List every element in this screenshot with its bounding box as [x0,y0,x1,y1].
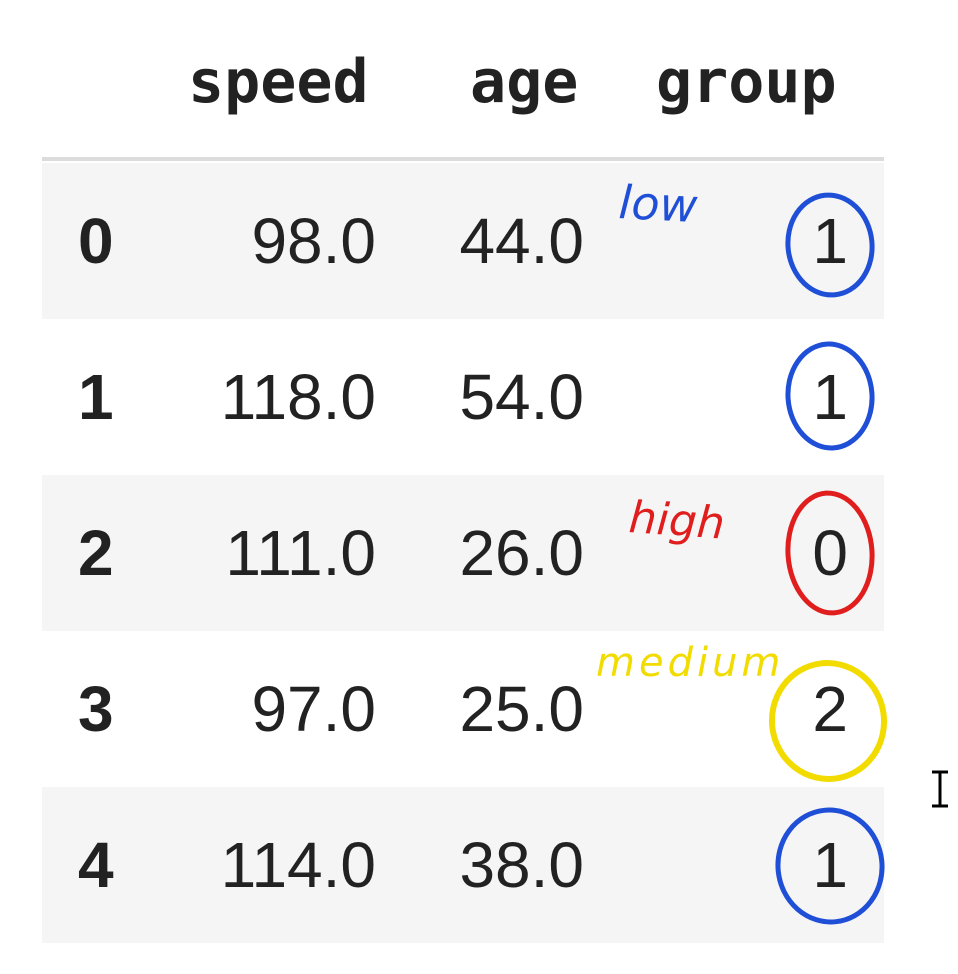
row-index: 3 [78,673,114,745]
row-index: 2 [78,517,114,589]
cell-speed: 111.0 [225,517,376,589]
column-header-group: group [656,47,837,117]
row-index: 0 [78,205,114,277]
text-cursor-icon [932,770,948,808]
cell-age: 25.0 [459,673,584,745]
column-header-speed: speed [188,47,369,117]
cell-group: 0 [812,517,848,589]
cell-speed: 97.0 [251,673,376,745]
header-divider [42,157,884,161]
row-index: 4 [78,829,114,901]
cell-group: 1 [812,829,848,901]
cell-age: 44.0 [459,205,584,277]
cell-group: 1 [812,205,848,277]
cell-speed: 114.0 [220,829,376,901]
cell-age: 38.0 [459,829,584,901]
cell-age: 26.0 [459,517,584,589]
cell-group: 1 [812,361,848,433]
cell-speed: 118.0 [220,361,376,433]
cell-group: 2 [812,673,848,745]
table-row: 0 98.0 44.0 1 [42,163,884,319]
table-row: 3 97.0 25.0 2 [42,631,884,787]
row-index: 1 [78,361,114,433]
table-row: 4 114.0 38.0 1 [42,787,884,943]
table-row: 2 111.0 26.0 0 [42,475,884,631]
column-header-age: age [470,47,579,117]
cell-speed: 98.0 [251,205,376,277]
table-row: 1 118.0 54.0 1 [42,319,884,475]
cell-age: 54.0 [459,361,584,433]
